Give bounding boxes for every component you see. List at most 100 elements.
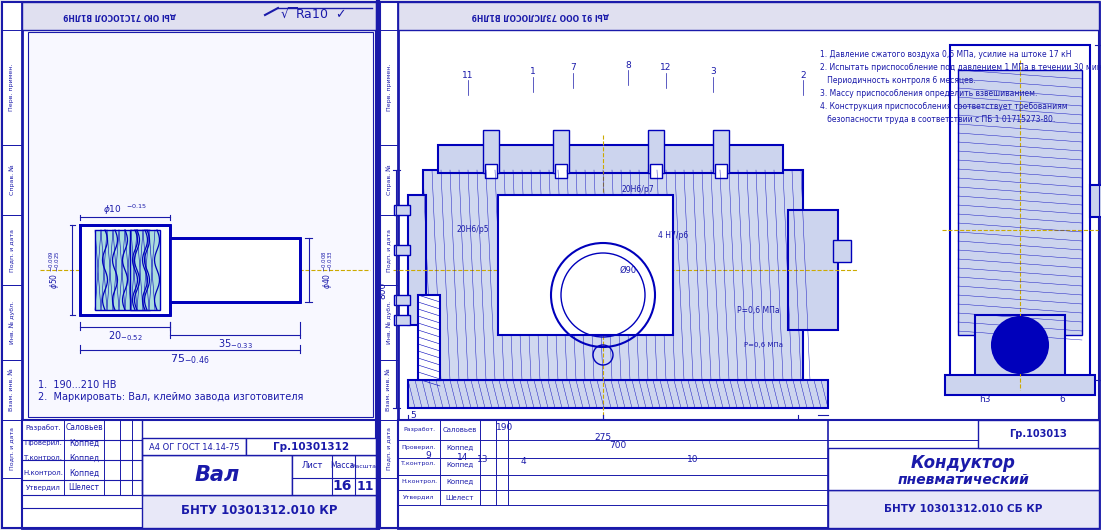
Text: Коппед: Коппед	[69, 438, 99, 447]
Text: А4 ОГ ГОСТ 14.14-75: А4 ОГ ГОСТ 14.14-75	[149, 443, 239, 452]
Bar	[978, 420, 1099, 448]
Bar	[945, 375, 1095, 395]
Text: $\sqrt{\ }$Ra10  $\checkmark$: $\sqrt{\ }$Ra10 $\checkmark$	[280, 6, 346, 22]
Text: Коппед: Коппед	[446, 461, 473, 467]
Text: 35$_{-0.33}$: 35$_{-0.33}$	[218, 337, 252, 351]
Text: 190: 190	[497, 423, 514, 432]
Text: 4. Конструкция приспособления соответствует требованиям: 4. Конструкция приспособления соответств…	[820, 102, 1068, 111]
Text: Масштаб: Масштаб	[350, 464, 380, 469]
Text: 20$_{-0.52}$: 20$_{-0.52}$	[108, 329, 142, 343]
Text: 12: 12	[661, 64, 672, 73]
Text: 9: 9	[425, 450, 430, 460]
Bar	[397, 420, 1099, 528]
Text: 275: 275	[595, 432, 611, 441]
Bar	[408, 380, 828, 408]
Text: Коппед: Коппед	[446, 478, 473, 484]
Text: 800: 800	[379, 281, 388, 298]
Text: Подп. и дата: Подп. и дата	[386, 428, 392, 471]
Bar	[130, 230, 160, 310]
Bar	[498, 195, 673, 335]
Text: P=0,6 МПа: P=0,6 МПа	[737, 305, 780, 314]
Text: 20Н6/р5: 20Н6/р5	[457, 225, 489, 234]
Text: 20Н6/р7: 20Н6/р7	[622, 186, 654, 195]
Text: Перв. примен.: Перв. примен.	[10, 64, 14, 111]
Bar	[394, 245, 410, 255]
Bar	[486, 164, 497, 178]
Text: Ø90: Ø90	[620, 266, 636, 275]
Bar	[142, 438, 246, 455]
Text: Саловьев: Саловьев	[65, 423, 102, 432]
Bar	[648, 130, 664, 173]
Bar	[958, 70, 1082, 335]
Text: 1. Давление сжатого воздуха 0,6 МПа, усилие на штоке 17 кН: 1. Давление сжатого воздуха 0,6 МПа, уси…	[820, 50, 1071, 59]
Text: Проверил.: Проверил.	[24, 440, 62, 446]
Text: 1: 1	[530, 67, 536, 76]
Bar	[397, 2, 1099, 30]
Bar	[650, 164, 662, 178]
Bar	[408, 195, 426, 325]
Bar	[142, 455, 292, 495]
Text: Кондуктор: Кондуктор	[911, 454, 1016, 472]
Text: Т.контрол.: Т.контрол.	[23, 455, 63, 461]
Text: Гр.10301312: Гр.10301312	[273, 442, 349, 452]
Bar	[1090, 185, 1101, 217]
Circle shape	[992, 317, 1048, 373]
Bar	[380, 360, 397, 420]
Bar	[2, 30, 22, 145]
Text: 700: 700	[609, 441, 626, 450]
Text: Проверил.: Проверил.	[402, 445, 436, 449]
Text: Коппед: Коппед	[446, 444, 473, 450]
Bar	[828, 490, 1099, 528]
Bar	[380, 145, 397, 215]
Text: 6: 6	[1059, 395, 1065, 404]
Bar	[2, 2, 377, 528]
Text: 7: 7	[570, 64, 576, 73]
Text: Н.контрол.: Н.контрол.	[23, 470, 63, 476]
Text: 2: 2	[800, 70, 806, 80]
Text: Вал: Вал	[195, 465, 240, 485]
Bar	[170, 238, 299, 302]
Text: БНТУ 10301312.010 СБ КР: БНТУ 10301312.010 СБ КР	[884, 504, 1043, 514]
Text: 1.  190...210 НВ: 1. 190...210 НВ	[39, 380, 117, 390]
Text: пневматический: пневматический	[897, 473, 1029, 487]
Bar	[22, 2, 377, 528]
Text: P=0,6 МПа: P=0,6 МПа	[743, 342, 783, 348]
Bar	[423, 170, 803, 380]
Text: Разработ.: Разработ.	[403, 428, 435, 432]
Text: 3. Массу приспособления определить взвешиванием.: 3. Массу приспособления определить взвеш…	[820, 89, 1037, 98]
Text: Разработ.: Разработ.	[25, 425, 61, 431]
Bar	[713, 130, 729, 173]
Bar	[2, 215, 22, 285]
Text: Подп. и дата: Подп. и дата	[10, 228, 14, 271]
Text: Шелест: Шелест	[68, 483, 99, 492]
Bar	[380, 285, 397, 360]
Bar	[833, 240, 851, 262]
Bar	[975, 315, 1065, 377]
Bar	[380, 420, 397, 478]
Text: Подп. и дата: Подп. и дата	[386, 228, 392, 271]
Text: 11: 11	[462, 70, 473, 80]
Text: h3: h3	[979, 395, 991, 404]
Bar	[397, 2, 1099, 528]
Text: Перв. примен.: Перв. примен.	[386, 64, 392, 111]
Text: 5: 5	[411, 411, 416, 420]
Text: 8: 8	[625, 60, 631, 69]
Bar	[2, 360, 22, 420]
Bar	[394, 295, 410, 305]
Bar	[142, 495, 377, 528]
Bar	[483, 130, 499, 173]
Bar	[95, 230, 150, 310]
Text: Подп. и дата: Подп. и дата	[10, 428, 14, 471]
Text: Т.контрол.: Т.контрол.	[402, 462, 437, 466]
Text: БНТУ 10301312.010 КР: БНТУ 10301312.010 КР	[181, 505, 337, 517]
Text: $\phi$50 $^{-0.009}_{-0.025}$: $\phi$50 $^{-0.009}_{-0.025}$	[47, 251, 63, 289]
Text: 4: 4	[520, 457, 526, 466]
Bar	[2, 285, 22, 360]
Text: 75$_{-0.46}$: 75$_{-0.46}$	[171, 352, 210, 366]
Bar	[394, 315, 410, 325]
Text: 11: 11	[357, 480, 373, 492]
Bar	[394, 205, 410, 215]
Text: Утвердил: Утвердил	[25, 485, 61, 491]
Text: Коппед: Коппед	[69, 469, 99, 478]
Text: Взам. инв. №: Взам. инв. №	[386, 369, 392, 411]
